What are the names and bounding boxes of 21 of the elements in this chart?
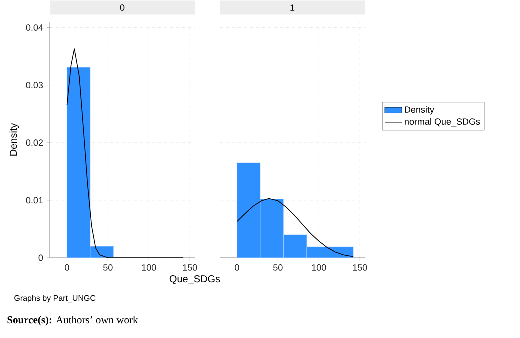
- y-tick-label: 0.03: [26, 82, 44, 89]
- x-tick-label: 100: [142, 264, 156, 271]
- text: Graphs by Part_UNGC: [14, 295, 96, 303]
- y-tick-label: 0: [38, 254, 44, 262]
- x-tick-label: 150: [183, 264, 198, 271]
- x-tick-label: 150: [353, 264, 368, 271]
- x-tick-label: 0: [65, 264, 70, 271]
- x-tick-label: 100: [312, 264, 326, 271]
- x-axis-title: Que_SDGs: [170, 276, 220, 285]
- y-tick-label: 0.02: [26, 140, 44, 146]
- chart-title: 0: [120, 4, 125, 11]
- x-tick-label: 50: [274, 264, 283, 271]
- text: Source(s): Authors’ own work: [8, 316, 138, 326]
- legend-label: normal Que_SDGs: [405, 118, 480, 127]
- x-tick-label: 0: [235, 264, 240, 271]
- y-axis-title: Density: [10, 123, 20, 156]
- chart-title: 1: [290, 4, 295, 11]
- y-tick-label: 0.04: [26, 24, 44, 31]
- y-tick-label: 0.01: [26, 197, 44, 204]
- x-tick-label: 50: [104, 264, 113, 271]
- legend-label: Density: [405, 106, 434, 115]
